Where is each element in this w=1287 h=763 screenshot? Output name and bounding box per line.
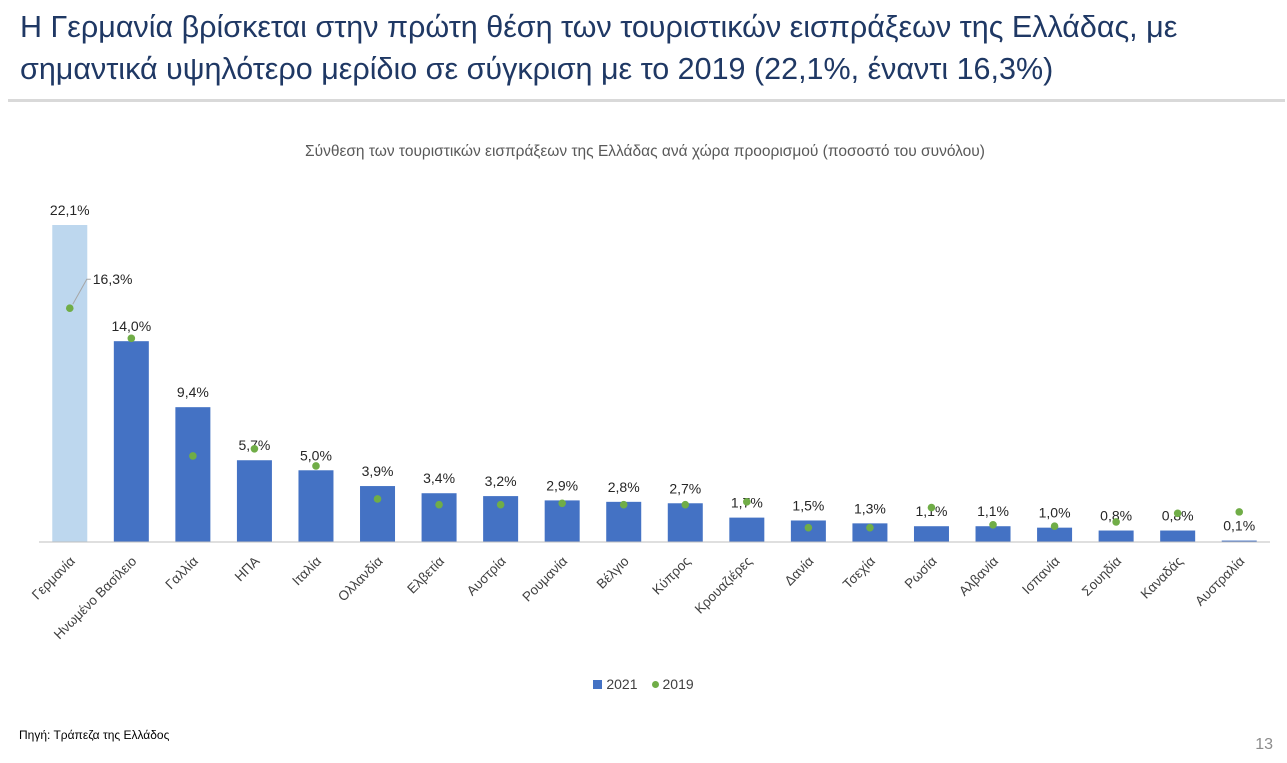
legend-label-2021: 2021 (606, 676, 638, 692)
dot-2019-τσεχία (866, 523, 874, 532)
x-tick-label-ρωσία: Ρωσία (902, 553, 940, 591)
legend-item-2021: 2021 (593, 676, 638, 692)
bar-label-ιταλία: 5,0% (300, 447, 332, 463)
bar-label-αυστραλία: 0,1% (1223, 518, 1255, 534)
x-tick-label-γερμανία: Γερμανία (29, 553, 78, 602)
dot-2019-ρωσία (927, 503, 936, 512)
bar-label-γερμανία: 22,1% (50, 202, 90, 218)
bar-label-γαλλία: 9,4% (177, 384, 209, 400)
dot-2019-σουηδία (1112, 518, 1120, 526)
bar-label-αυστρία: 3,2% (485, 473, 517, 489)
dot-2019-ισπανία (1050, 522, 1059, 531)
chart-legend: 2021 2019 (0, 676, 1287, 692)
legend-item-2019: 2019 (651, 676, 694, 692)
dot-2019-βέλγιο (619, 500, 628, 509)
bar-label-ισπανία: 1,0% (1039, 505, 1071, 521)
annotation-label-2019: 16,3% (93, 271, 133, 287)
bar-βέλγιο (606, 501, 642, 542)
bar-ολλανδία (360, 486, 396, 542)
dot-2019-αλβανία (989, 520, 997, 529)
bar-αυστραλία (1221, 540, 1257, 542)
dot-2019-αυστρία (496, 500, 505, 509)
x-tick-label-καναδάς: Καναδάς (1138, 553, 1186, 601)
chart-title: Σύνθεση των τουριστικών εισπράξεων της Ε… (305, 143, 985, 160)
bar-label-ηνωμένο-βασίλειο: 14,0% (111, 318, 151, 334)
bar-label-αλβανία: 1,1% (977, 503, 1009, 519)
dot-2019-ηπα (250, 444, 259, 453)
x-tick-label-βέλγιο: Βέλγιο (594, 554, 632, 592)
bar-ελβετία (421, 493, 457, 542)
bar-label-ρουμανία: 2,9% (546, 477, 578, 493)
bar-ιταλία (298, 470, 334, 542)
bar-κύπρος (667, 503, 703, 542)
x-tick-label-ρουμανία: Ρουμανία (519, 553, 570, 604)
x-tick-label-αυστραλία: Αυστραλία (1192, 553, 1247, 608)
bar-label-σουηδία: 0,8% (1100, 508, 1132, 524)
bar-γερμανία (52, 225, 88, 542)
dot-2019-ηνωμένο-βασίλειο (127, 334, 136, 343)
dot-2019-ιταλία (312, 462, 320, 470)
dot-2019-αυστραλία (1235, 508, 1244, 516)
x-tick-label-αλβανία: Αλβανία (956, 553, 1001, 598)
dot-2019-ολλανδία (373, 495, 382, 503)
x-tick-label-ηπα: ΗΠΑ (232, 554, 263, 585)
legend-dot-2019 (651, 680, 659, 688)
x-tick-label-σουηδία: Σουηδία (1079, 553, 1124, 598)
slide-headline: Η Γερμανία βρίσκεται στην πρώτη θέση των… (20, 10, 1178, 86)
x-tick-label-αυστρία: Αυστρία (464, 553, 509, 598)
bar-ισπανία (1037, 527, 1073, 542)
bar-καναδάς (1160, 530, 1196, 542)
bar-τσεχία (852, 523, 888, 542)
bar-ρουμανία (544, 500, 580, 542)
bar-label-δανία: 1,5% (792, 497, 824, 513)
bar-label-ολλανδία: 3,9% (362, 463, 394, 479)
bar-ηνωμένο-βασίλειο (113, 341, 149, 542)
bar-σουηδία (1098, 530, 1134, 542)
bar-label-κύπρος: 2,7% (669, 480, 701, 496)
dot-2019-ρουμανία (558, 499, 566, 508)
bar-αλβανία (975, 526, 1011, 542)
bar-label-ελβετία: 3,4% (423, 470, 455, 486)
x-tick-label-δανία: Δανία (782, 553, 817, 588)
x-tick-label-ιταλία: Ιταλία (289, 553, 324, 588)
dot-2019-γερμανία (65, 304, 74, 312)
bar-ηπα (236, 460, 272, 542)
source-note: Πηγή: Τράπεζα της Ελλάδος (19, 728, 170, 742)
bar-label-βέλγιο: 2,8% (608, 479, 640, 495)
page-number: 13 (1255, 736, 1273, 753)
dot-2019-κύπρος (681, 500, 690, 509)
x-tick-label-γαλλία: Γαλλία (162, 553, 201, 592)
bar-κρουαζιέρες (729, 517, 765, 542)
legend-swatch-2021 (593, 679, 603, 689)
dot-2019-δανία (804, 523, 813, 532)
dot-2019-κρουαζιέρες (743, 498, 751, 506)
x-tick-label-ολλανδία: Ολλανδία (335, 553, 386, 604)
x-tick-label-ισπανία: Ισπανία (1019, 553, 1063, 597)
x-tick-label-κρουαζιέρες: Κρουαζιέρες (692, 553, 756, 617)
x-tick-label-τσεχία: Τσεχία (840, 553, 878, 591)
legend-label-2019: 2019 (662, 676, 694, 692)
bar-label-τσεχία: 1,3% (854, 500, 886, 516)
headline-divider (8, 99, 1285, 102)
bar-ρωσία (913, 526, 949, 542)
dot-2019-γαλλία (189, 452, 197, 460)
annotation-leader-line (72, 278, 91, 305)
dot-2019-καναδάς (1173, 509, 1182, 518)
dot-2019-ελβετία (435, 500, 443, 509)
bar-γαλλία (175, 407, 211, 542)
x-tick-label-ελβετία: Ελβετία (404, 553, 447, 596)
x-tick-label-κύπρος: Κύπρος (649, 553, 693, 597)
